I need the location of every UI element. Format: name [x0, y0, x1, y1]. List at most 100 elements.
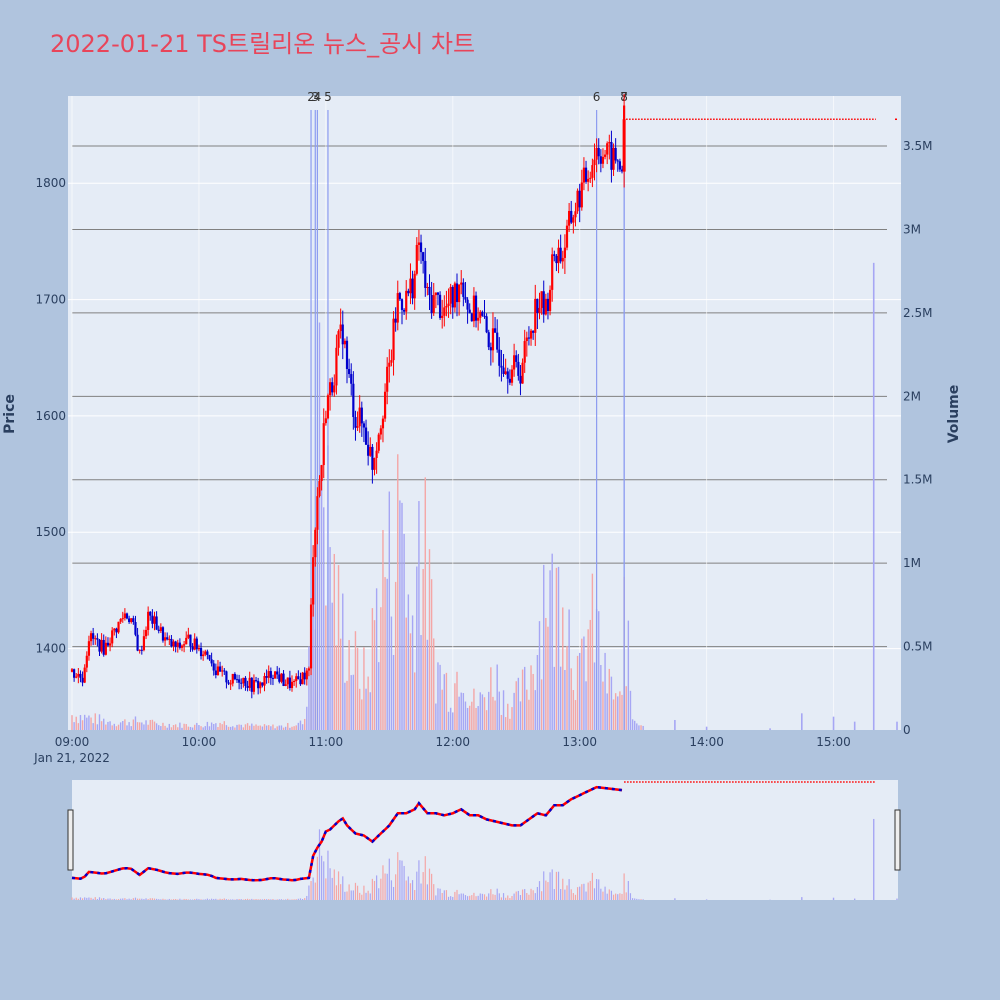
volume-bar — [490, 667, 492, 730]
slider-volume-bar — [75, 897, 77, 900]
volume-bar — [872, 262, 875, 730]
volume-bar — [346, 680, 348, 730]
volume-bar — [475, 707, 477, 730]
volume-bar — [282, 727, 285, 730]
volume-bar — [232, 726, 234, 730]
volume-bar — [633, 720, 636, 730]
candle-body — [172, 641, 175, 647]
volume-bar — [210, 722, 213, 730]
volume-bar — [540, 679, 543, 730]
slider-volume-bar — [407, 876, 409, 900]
candle-body — [227, 682, 230, 684]
volume-layer — [71, 262, 898, 730]
volume-bar — [177, 727, 179, 730]
candle-body — [235, 679, 239, 681]
candle-body — [536, 298, 539, 313]
chart-title: 2022-01-21 TS트릴리온 뉴스_공시 차트 — [50, 30, 476, 58]
volume-bar — [172, 725, 175, 730]
slider-volume-bar — [77, 898, 79, 900]
slider-volume-bar — [399, 860, 401, 900]
slider-volume-bar — [312, 877, 314, 900]
range-slider-left-handle[interactable] — [67, 809, 74, 871]
range-slider[interactable] — [72, 780, 898, 900]
slider-volume-bar — [126, 899, 128, 900]
volume-bar — [521, 669, 524, 730]
slider-volume-bar — [232, 899, 234, 900]
volume-bar — [103, 718, 105, 730]
event-label: 5 — [324, 90, 332, 104]
volume-bar — [242, 727, 245, 730]
candle-body — [618, 161, 621, 170]
slider-volume-bar — [557, 871, 560, 900]
volume-bar — [145, 720, 147, 730]
candle-body — [388, 362, 391, 367]
slider-volume-bar — [249, 899, 251, 900]
slider-volume-bar — [109, 898, 111, 900]
slider-volume-bar — [604, 886, 606, 900]
candle-body — [582, 167, 586, 183]
slider-volume-bar — [331, 877, 333, 900]
candle-body — [278, 674, 281, 682]
slider-volume-bar — [291, 899, 293, 900]
slider-volume-bar — [515, 891, 517, 900]
volume-bar — [636, 723, 638, 730]
slider-volume-bar — [211, 898, 213, 900]
volume-bar — [705, 726, 708, 730]
volume-bar — [439, 664, 441, 730]
slider-volume-bar — [629, 893, 632, 900]
slider-volume-bar — [433, 884, 435, 900]
candle-body — [438, 294, 442, 318]
volume-bar — [329, 547, 331, 730]
slider-volume-bar — [185, 898, 187, 900]
candle-body — [546, 298, 550, 312]
slider-volume-bar — [361, 894, 363, 900]
slider-volume-bar — [198, 899, 200, 900]
slider-volume-bar — [215, 898, 217, 900]
slider-volume-bar — [486, 896, 488, 900]
candle-body — [464, 296, 467, 300]
slider-volume-bar — [598, 879, 600, 900]
y-tick-label: 1800 — [35, 176, 66, 190]
volume-bar — [198, 725, 200, 730]
volume-bar — [769, 728, 771, 730]
candle-body — [504, 371, 507, 374]
volume-bar — [335, 645, 338, 730]
slider-volume-bar — [316, 856, 318, 900]
slider-volume-bar — [593, 888, 596, 900]
candle-body — [502, 367, 505, 374]
range-slider-right-handle[interactable] — [894, 809, 901, 871]
slider-volume-bar — [574, 894, 577, 900]
volume-bar — [153, 721, 156, 730]
slider-volume-bar — [130, 899, 132, 900]
volume-bar — [134, 716, 137, 730]
volume-bar — [564, 669, 566, 730]
candle-body — [367, 444, 370, 456]
volume-bar — [447, 711, 450, 730]
volume-bar — [215, 723, 217, 730]
slider-volume-bar — [268, 899, 270, 900]
slider-volume-bar — [547, 882, 549, 900]
candle-body — [597, 147, 600, 157]
candle-body — [104, 642, 107, 655]
volume-bar — [170, 727, 173, 730]
volume-bar — [193, 724, 196, 730]
candle-body — [441, 315, 444, 318]
candle-body — [197, 647, 201, 650]
candle-body — [392, 318, 395, 361]
volume-bar — [433, 638, 435, 730]
slider-volume-bar — [308, 885, 310, 900]
volume-bar — [392, 654, 395, 730]
volume-bar — [83, 714, 86, 730]
volume-bar — [614, 693, 617, 730]
volume-bar — [515, 681, 517, 730]
candle-body — [223, 670, 226, 672]
candle-body — [142, 636, 146, 651]
slider-volume-bar — [606, 893, 608, 900]
volume-bar — [213, 724, 215, 730]
candle-body — [369, 446, 372, 456]
volume-bar — [92, 723, 94, 730]
range-slider-preview — [71, 781, 898, 900]
slider-price-line — [71, 785, 623, 882]
slider-volume-bar — [388, 858, 390, 900]
candle-body — [591, 165, 594, 178]
